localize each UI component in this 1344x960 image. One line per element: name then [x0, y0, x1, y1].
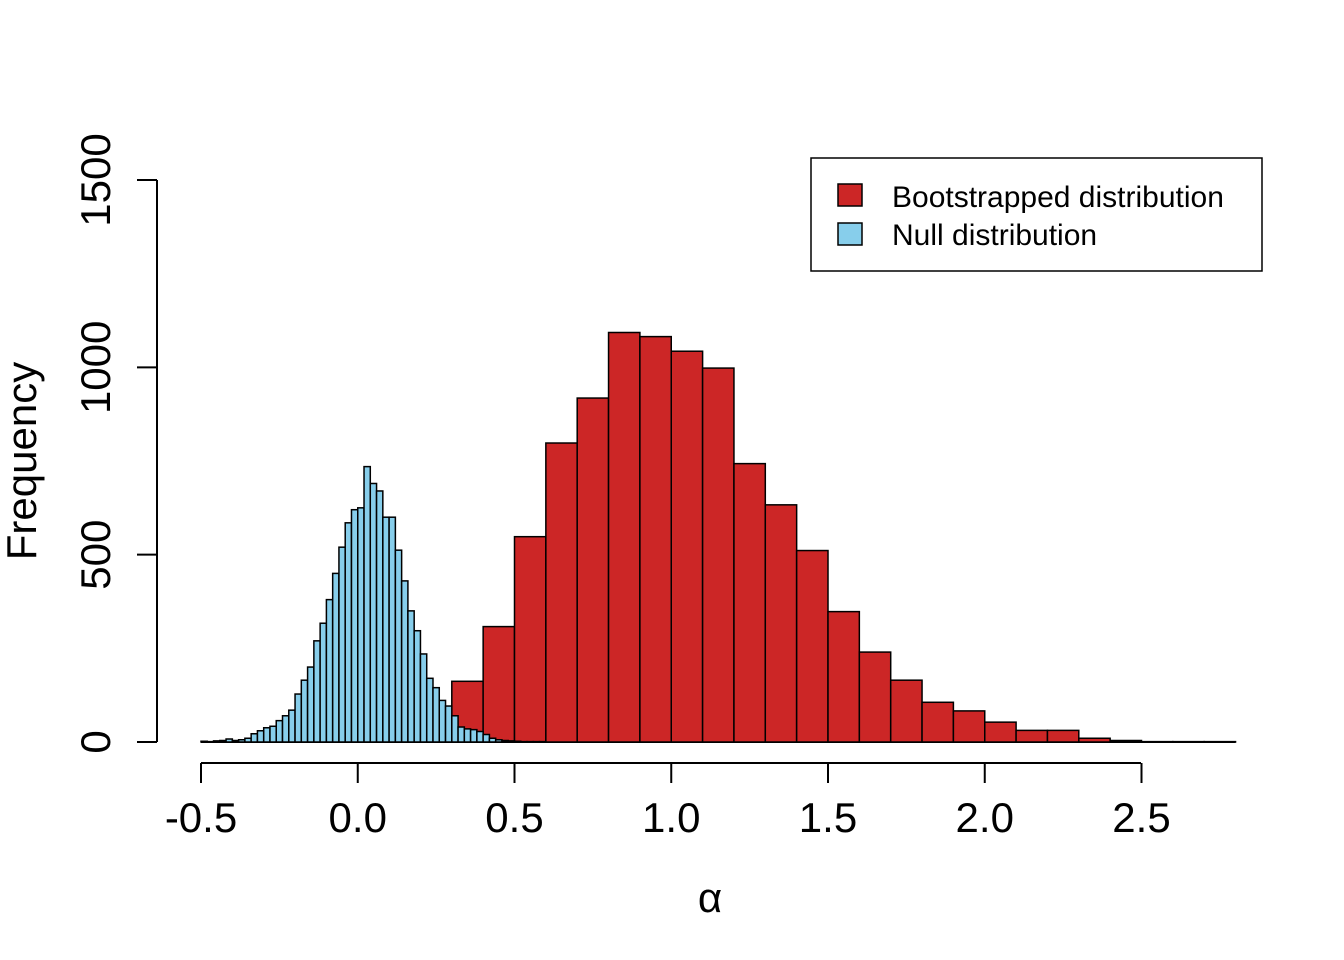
bootstrapped-bar [1109, 739, 1143, 743]
null-bar [482, 733, 491, 743]
null-bar [212, 740, 221, 743]
null-bar [313, 640, 321, 743]
null-bar [419, 653, 428, 743]
null-bar [256, 730, 265, 743]
null-bar [306, 666, 315, 743]
bootstrapped-bar [921, 701, 955, 743]
null-bar [369, 482, 378, 743]
bootstrapped-bar [513, 535, 547, 743]
null-bar [262, 727, 271, 743]
x-tick-label: 1.5 [799, 794, 857, 841]
legend-swatch-bootstrapped [837, 183, 863, 207]
bootstrapped-bar [764, 504, 798, 743]
null-bar [451, 715, 459, 743]
null-bar [231, 739, 240, 743]
legend-swatch-null [837, 222, 863, 246]
null-bar [507, 740, 516, 743]
null-bar [294, 693, 303, 743]
null-bar [244, 737, 252, 743]
y-tick-label: 1500 [72, 133, 119, 226]
bootstrapped-bar [733, 462, 767, 743]
null-bar [350, 508, 359, 743]
bootstrapped-bar [545, 442, 578, 743]
null-bar [331, 572, 340, 743]
null-bar [501, 739, 509, 743]
x-tick-label: 0.0 [329, 794, 387, 841]
null-bar [413, 629, 422, 743]
x-tick-label: 0.5 [485, 794, 543, 841]
legend-label-bootstrapped: Bootstrapped distribution [892, 181, 1224, 214]
null-bar [444, 705, 453, 743]
null-bar [469, 728, 478, 743]
null-bar [363, 465, 372, 743]
null-bar [488, 737, 497, 743]
null-bar [344, 522, 353, 743]
bootstrapped-bar [952, 710, 986, 743]
bootstrapped-bar [701, 367, 735, 743]
bootstrapped-bar [576, 397, 610, 743]
null-bar [300, 679, 309, 743]
null-bar [357, 507, 365, 743]
bootstrapped-bar [858, 651, 892, 743]
null-bar [338, 546, 346, 743]
null-bar [457, 726, 466, 743]
bootstrapped-bar [795, 549, 829, 743]
null-bar [476, 730, 484, 743]
null-bar [425, 677, 434, 743]
null-bar [394, 549, 403, 743]
x-tick-label: 2.5 [1112, 794, 1170, 841]
null-bar [494, 739, 503, 743]
null-bar [219, 739, 227, 743]
bootstrapped-bar [827, 610, 861, 743]
bootstrapped-bar [670, 350, 704, 743]
bootstrapped-bar [984, 721, 1017, 743]
null-bar [269, 725, 277, 743]
x-tick-label: 2.0 [956, 794, 1014, 841]
null-bar [288, 709, 296, 743]
y-axis-title: Frequency [0, 362, 45, 560]
x-axis: -0.5 0.0 0.5 1.0 1.5 2.0 2.5 [165, 762, 1171, 841]
bootstrapped-bar [639, 335, 673, 743]
null-bar [319, 622, 328, 743]
null-bar [432, 686, 441, 743]
null-bars [200, 465, 547, 743]
null-bar [200, 740, 209, 743]
legend: Bootstrapped distribution Null distribut… [810, 157, 1263, 272]
x-tick-label: -0.5 [165, 794, 237, 841]
null-bar [388, 516, 397, 743]
null-bar [237, 739, 246, 743]
null-bar [281, 715, 290, 743]
null-bar [400, 580, 409, 743]
legend-label-null: Null distribution [892, 219, 1097, 252]
bootstrapped-bar [607, 331, 641, 743]
null-bar [325, 598, 334, 743]
bootstrapped-bars [201, 331, 1237, 743]
bootstrapped-bar [1046, 729, 1080, 743]
null-bar [438, 699, 447, 743]
null-bar [463, 728, 472, 743]
null-bar [382, 516, 390, 743]
null-bar [407, 610, 415, 743]
y-axis: 0 500 1000 1500 [72, 133, 158, 754]
y-tick-label: 500 [72, 520, 119, 590]
y-tick-label: 0 [72, 730, 119, 753]
null-bar [513, 740, 522, 743]
x-axis-title: α [698, 874, 722, 921]
bootstrapped-bar [1015, 729, 1049, 743]
legend-box [810, 157, 1263, 272]
x-tick-label: 1.0 [642, 794, 700, 841]
bootstrapped-bar [889, 679, 923, 743]
bootstrapped-bar [1078, 737, 1111, 743]
null-bar [375, 490, 384, 743]
y-tick-label: 1000 [72, 321, 119, 414]
null-bar [225, 738, 234, 743]
null-bar [250, 733, 259, 743]
bootstrapped-bar [482, 625, 516, 743]
null-bar [275, 719, 284, 743]
